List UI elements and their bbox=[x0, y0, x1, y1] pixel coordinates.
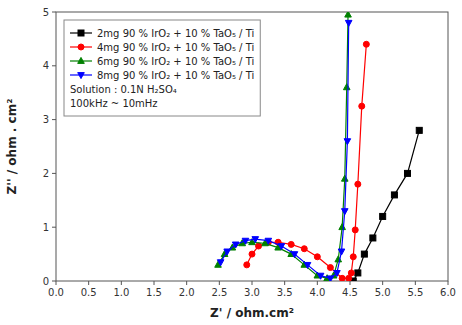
x-tick bbox=[121, 281, 122, 285]
point bbox=[304, 262, 311, 268]
point bbox=[288, 241, 294, 247]
legend-marker bbox=[78, 30, 84, 36]
point bbox=[361, 251, 367, 257]
x-tick bbox=[415, 281, 416, 285]
point bbox=[327, 265, 333, 271]
point bbox=[341, 209, 348, 215]
point bbox=[338, 249, 345, 255]
y-tick-label: 1 bbox=[43, 222, 49, 233]
point bbox=[363, 41, 369, 47]
y-tick-label: 5 bbox=[43, 7, 49, 18]
x-tick bbox=[186, 281, 187, 285]
x-tick bbox=[382, 281, 383, 285]
point bbox=[224, 249, 231, 255]
x-tick-label: 5.5 bbox=[407, 287, 423, 298]
point bbox=[345, 20, 352, 26]
legend-label: 2mg 90 % IrO₂ + 10 % TaO₅ / Ti bbox=[97, 28, 254, 39]
point bbox=[355, 270, 361, 276]
point bbox=[343, 84, 350, 90]
annotation: 100kHz ~ 10mHz bbox=[70, 98, 158, 109]
legend-marker bbox=[78, 73, 85, 79]
annotation: Solution : 0.1N H₂SO₄ bbox=[70, 84, 177, 95]
x-tick-label: 3.5 bbox=[277, 287, 293, 298]
point bbox=[314, 254, 320, 260]
point bbox=[232, 242, 239, 248]
y-tick bbox=[52, 281, 56, 282]
x-tick bbox=[350, 281, 351, 285]
legend-marker bbox=[78, 44, 84, 50]
point bbox=[217, 260, 224, 266]
point bbox=[339, 224, 346, 230]
x-tick-label: 5.0 bbox=[375, 287, 391, 298]
x-tick-label: 1.0 bbox=[113, 287, 129, 298]
y-tick-label: 0 bbox=[43, 276, 49, 287]
x-tick bbox=[219, 281, 220, 285]
series bbox=[244, 41, 370, 281]
point bbox=[380, 213, 386, 219]
x-tick-label: 1.5 bbox=[146, 287, 162, 298]
x-tick-label: 0.0 bbox=[48, 287, 64, 298]
plot-frame bbox=[56, 12, 448, 281]
point bbox=[370, 235, 376, 241]
point bbox=[265, 238, 272, 244]
point bbox=[252, 237, 259, 243]
y-tick bbox=[52, 173, 56, 174]
point bbox=[416, 127, 422, 133]
point bbox=[256, 243, 262, 249]
point bbox=[339, 275, 345, 281]
series bbox=[350, 127, 422, 281]
point bbox=[341, 175, 348, 181]
point bbox=[278, 244, 285, 250]
x-tick-label: 3.0 bbox=[244, 287, 260, 298]
point bbox=[350, 254, 356, 260]
axes: 0.0 0.5 1.0 1.5 2.0 2.5 3.0 3.5 4.0 4.5 5.0 5.5 6.0 0… bbox=[43, 7, 456, 299]
legend-label: 6mg 90 % IrO₂ + 10 % TaO₅ / Ti bbox=[97, 56, 254, 67]
point bbox=[355, 181, 361, 187]
point bbox=[334, 271, 341, 277]
point bbox=[317, 273, 324, 279]
x-tick bbox=[252, 281, 253, 285]
point bbox=[301, 246, 307, 252]
x-tick bbox=[284, 281, 285, 285]
point bbox=[244, 262, 250, 268]
y-tick-label: 2 bbox=[43, 168, 49, 179]
x-tick bbox=[88, 281, 89, 285]
x-tick bbox=[154, 281, 155, 285]
legend-marker bbox=[78, 57, 85, 63]
point bbox=[291, 252, 298, 258]
point bbox=[249, 251, 255, 257]
point bbox=[391, 192, 397, 198]
y-tick bbox=[52, 65, 56, 66]
y-axis-label: Z'' / ohm . cm² bbox=[5, 99, 19, 195]
point bbox=[352, 227, 358, 233]
point bbox=[404, 170, 410, 176]
y-tick-label: 4 bbox=[43, 60, 49, 71]
chart: 0.0 0.5 1.0 1.5 2.0 2.5 3.0 3.5 4.0 4.5 5.0 5.5 6.0 0… bbox=[0, 0, 462, 325]
x-tick-label: 0.5 bbox=[81, 287, 97, 298]
x-tick bbox=[317, 281, 318, 285]
y-tick bbox=[52, 227, 56, 228]
point bbox=[242, 238, 249, 244]
series-line bbox=[353, 130, 419, 281]
legend-box bbox=[64, 20, 260, 116]
y-tick bbox=[52, 119, 56, 120]
x-tick-label: 6.0 bbox=[440, 287, 456, 298]
x-axis-label: Z' / ohm.cm² bbox=[210, 306, 294, 320]
y-tick bbox=[52, 12, 56, 13]
x-tick-label: 4.5 bbox=[342, 287, 358, 298]
legend-label: 4mg 90 % IrO₂ + 10 % TaO₅ / Ti bbox=[97, 42, 254, 53]
x-tick-label: 2.5 bbox=[211, 287, 227, 298]
x-tick-label: 4.0 bbox=[309, 287, 325, 298]
point bbox=[327, 276, 334, 281]
x-tick bbox=[448, 281, 449, 285]
x-tick bbox=[56, 281, 57, 285]
x-tick-label: 2.0 bbox=[179, 287, 195, 298]
y-tick-label: 3 bbox=[43, 114, 49, 125]
point bbox=[345, 12, 352, 17]
legend: 2mg 90 % IrO₂ + 10 % TaO₅ / Ti 4mg 90 % I… bbox=[64, 20, 260, 116]
point bbox=[359, 103, 365, 109]
legend-label: 8mg 90 % IrO₂ + 10 % TaO₅ / Ti bbox=[97, 70, 254, 81]
point bbox=[344, 139, 351, 145]
point bbox=[348, 270, 354, 276]
